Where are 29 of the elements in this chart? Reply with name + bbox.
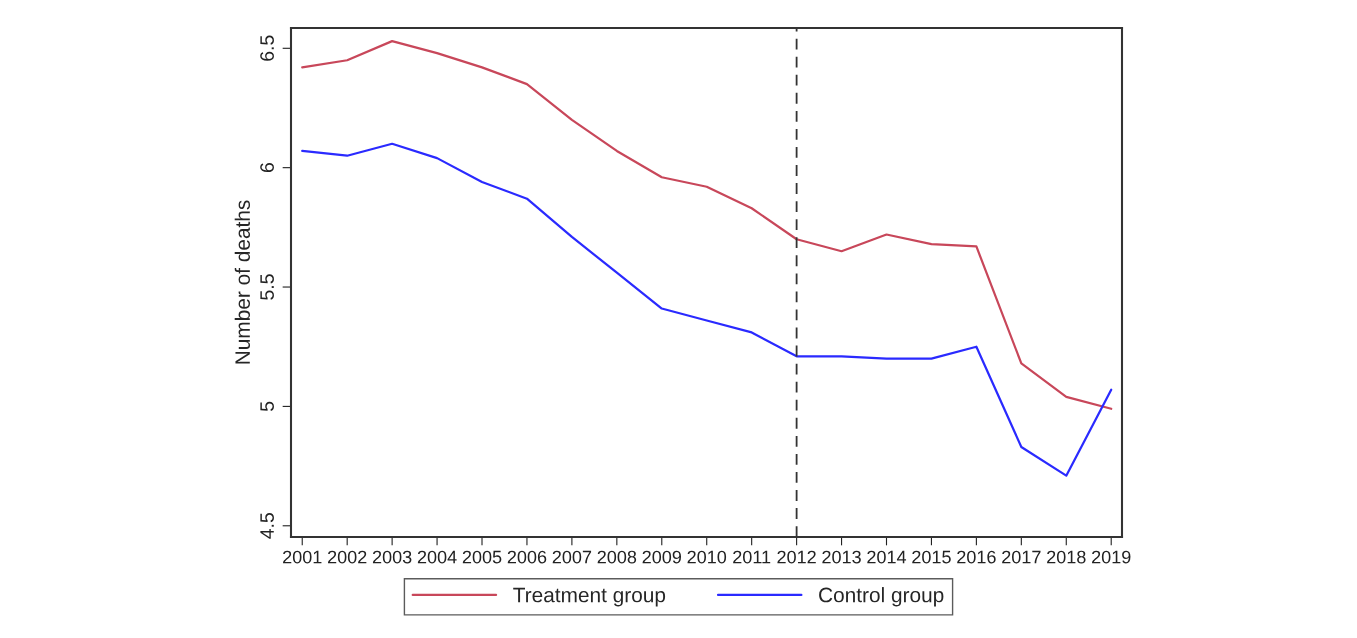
x-tick-label: 2007 xyxy=(552,550,592,564)
y-axis-title: Number of deaths xyxy=(234,200,251,364)
x-tick-label: 2006 xyxy=(507,550,547,564)
legend-label: Control group xyxy=(819,587,944,607)
x-tick-label: 2018 xyxy=(1047,550,1086,564)
x-tick-label: 2003 xyxy=(372,550,412,564)
line-series xyxy=(301,40,1113,410)
line-series xyxy=(301,142,1113,477)
x-tick-label: 2017 xyxy=(1002,550,1041,564)
x-tick-label: 2008 xyxy=(597,550,637,564)
x-tick-label: 2002 xyxy=(328,550,367,564)
x-tick-label: 2001 xyxy=(283,550,322,564)
y-tick-label: 6 xyxy=(260,163,274,173)
x-tick-label: 2019 xyxy=(1092,550,1131,564)
x-tick-label: 2013 xyxy=(822,550,861,564)
x-tick-label: 2012 xyxy=(777,550,816,564)
x-tick-label: 2016 xyxy=(957,550,996,564)
x-tick-label: 2005 xyxy=(462,550,502,564)
x-tick-label: 2004 xyxy=(417,550,457,564)
y-tick-label: 4.5 xyxy=(260,513,274,539)
y-tick-label: 6.5 xyxy=(260,35,274,61)
x-tick-label: 2010 xyxy=(687,550,727,564)
legend-label: Treatment group xyxy=(513,587,666,607)
x-tick-label: 2011 xyxy=(733,550,771,564)
x-tick-label: 2015 xyxy=(912,550,951,564)
y-tick-label: 5.5 xyxy=(260,274,274,300)
x-tick-label: 2009 xyxy=(642,550,682,564)
x-tick-label: 2014 xyxy=(867,550,907,564)
y-tick-label: 5 xyxy=(260,401,274,412)
